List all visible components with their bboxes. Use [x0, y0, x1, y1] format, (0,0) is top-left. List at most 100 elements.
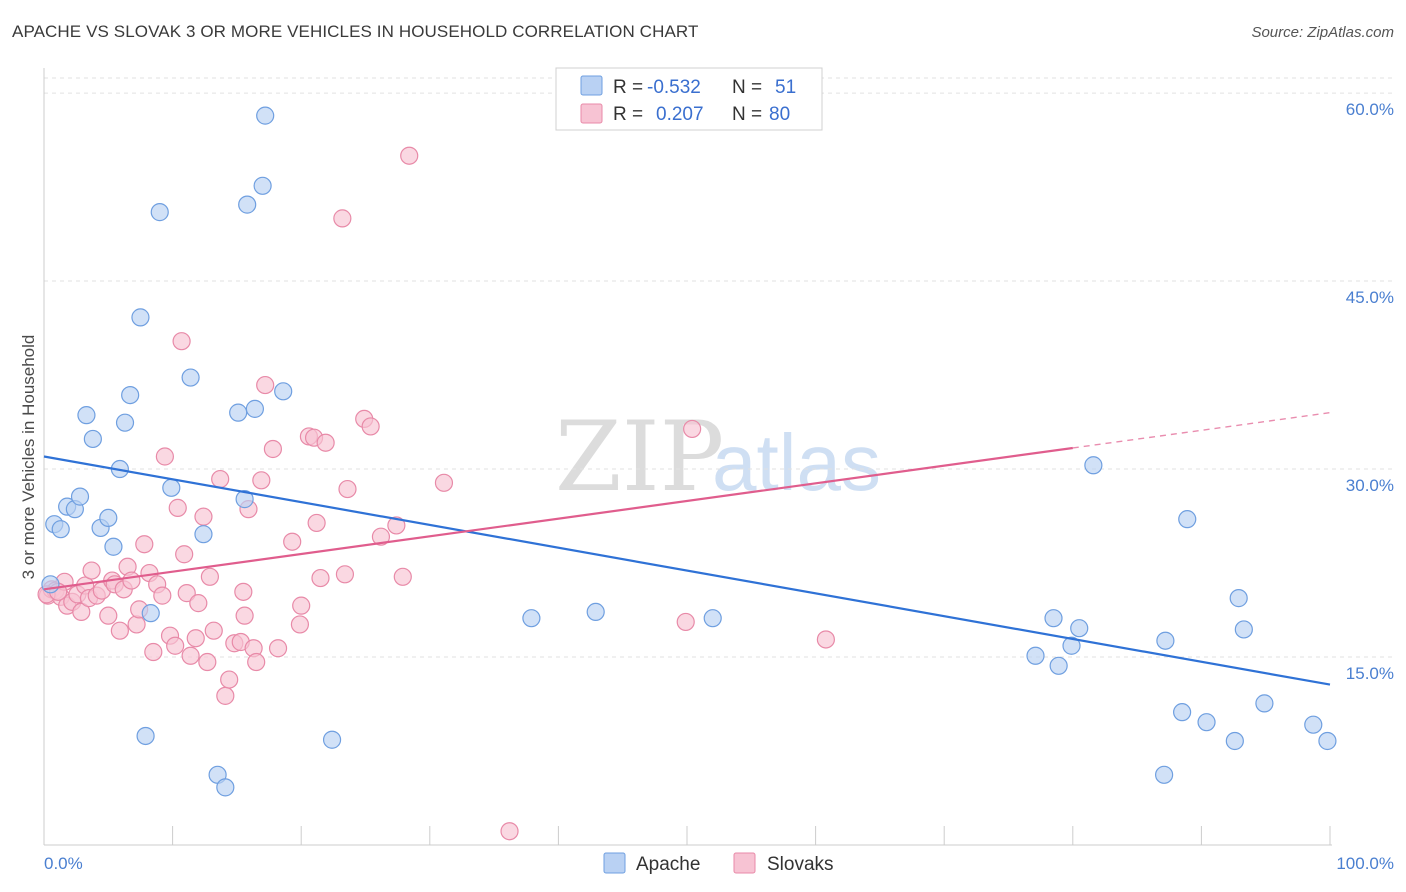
slovaks-point-77: [172, 332, 191, 351]
apache-point-20: [194, 525, 213, 544]
apache-point-39: [1084, 456, 1103, 475]
apache-point-30: [322, 730, 342, 749]
apache-point-14: [131, 308, 150, 327]
apache-point-42: [1173, 703, 1192, 722]
bottom-legend-swatch-apache: [603, 852, 626, 874]
y-tick-label-60: 60.0%: [1346, 100, 1394, 119]
apache-point-37: [1062, 636, 1081, 655]
apache-point-9: [99, 508, 118, 528]
slovaks-point-67: [361, 417, 380, 436]
watermark-atlas: atlas: [712, 418, 881, 507]
slovaks-point-43: [220, 670, 239, 689]
legend-r-value-slovak: 0.207: [656, 104, 704, 125]
slovaks-point-37: [194, 507, 213, 526]
slovaks-point-52: [256, 375, 275, 395]
apache-trend-line: [43, 455, 1331, 686]
apache-point-27: [253, 176, 272, 195]
apache-point-18: [162, 478, 181, 497]
apache-point-33: [703, 609, 722, 628]
legend-swatch-apache: [580, 75, 603, 96]
trend-lines: [43, 411, 1331, 686]
legend-r-label-apache: R =: [613, 77, 643, 98]
slovaks-point-35: [186, 629, 205, 648]
apache-point-2: [51, 520, 70, 539]
slovaks-point-42: [216, 686, 235, 705]
slovaks-point-50: [247, 652, 266, 672]
slovaks-point-46: [234, 582, 253, 601]
watermark-zip: ZIP: [555, 401, 724, 513]
slovaks-point-64: [335, 565, 355, 584]
apache-point-40: [1156, 631, 1175, 650]
slovaks-point-62: [316, 433, 335, 452]
slovaks-point-70: [393, 567, 412, 586]
bottom-legend-apache: Apache: [636, 854, 700, 875]
slovaks-point-65: [338, 479, 357, 499]
slovaks-point-31: [168, 498, 187, 517]
apache-point-25: [238, 195, 257, 214]
apache-points: [41, 106, 1337, 797]
slovaks-point-47: [235, 606, 254, 625]
apache-point-50: [1318, 731, 1337, 751]
legend-n-label-apache: N =: [732, 77, 762, 98]
slovaks-point-8: [72, 602, 91, 622]
slovaks-point-69: [387, 516, 406, 535]
apache-point-19: [181, 368, 200, 387]
apache-point-41: [1155, 765, 1174, 784]
apache-point-49: [1304, 715, 1323, 734]
legend-n-value-apache: 51: [775, 77, 796, 98]
apache-point-5: [70, 487, 90, 506]
slovaks-point-68: [371, 527, 391, 546]
slovaks-point-71: [400, 146, 419, 165]
apache-point-32: [586, 602, 605, 622]
apache-point-23: [229, 403, 248, 422]
y-tick-labels: 15.0% 30.0% 45.0% 60.0%: [1346, 100, 1394, 683]
slovaks-point-20: [122, 571, 141, 590]
slovaks-point-41: [211, 469, 230, 489]
apache-point-24: [235, 490, 254, 509]
apache-point-46: [1229, 589, 1248, 608]
legend-swatch-slovak: [580, 103, 603, 124]
apache-point-26: [245, 399, 265, 418]
slovak-points: [37, 146, 835, 841]
slovaks-point-40: [204, 621, 223, 640]
legend-r-label-slovak: R =: [613, 104, 643, 125]
bottom-legend: Apache Slovaks: [603, 852, 834, 875]
slovaks-point-21: [127, 615, 146, 634]
slovaks-point-63: [333, 209, 352, 228]
slovaks-point-51: [252, 471, 271, 490]
gridlines: [44, 77, 1394, 658]
slovaks-point-27: [153, 586, 172, 605]
slovaks-point-23: [135, 535, 154, 554]
slovaks-trend-line: [43, 446, 1073, 591]
slovaks-point-32: [175, 545, 194, 564]
apache-point-7: [83, 429, 102, 449]
apache-point-13: [121, 385, 140, 405]
y-tick-label-45: 45.0%: [1346, 288, 1394, 307]
slovaks-point-72: [434, 473, 454, 492]
chart-title: APACHE VS SLOVAK 3 OR MORE VEHICLES IN H…: [12, 22, 699, 41]
y-tick-label-15: 15.0%: [1346, 664, 1394, 683]
x-tick-label-min: 0.0%: [44, 854, 83, 873]
slovaks-point-33: [177, 584, 196, 603]
slovaks-point-34: [181, 646, 200, 665]
legend-n-label-slovak: N =: [732, 104, 762, 125]
slovaks-point-39: [200, 567, 219, 586]
apache-point-34: [1026, 646, 1045, 665]
slovaks-point-25: [144, 642, 163, 662]
slovaks-point-74: [676, 612, 695, 632]
slovaks-point-60: [307, 513, 326, 533]
legend-r-value-apache: -0.532: [647, 77, 701, 98]
legend: R = -0.532 N = 51 R = 0.207 N = 80: [555, 67, 823, 131]
slovaks-trend-line-extrapolated: [1072, 411, 1331, 449]
apache-point-29: [274, 382, 293, 401]
slovaks-point-30: [166, 636, 185, 655]
x-tick-label-max: 100.0%: [1336, 854, 1394, 873]
apache-point-36: [1049, 656, 1068, 675]
apache-point-17: [150, 203, 169, 222]
apache-point-6: [77, 406, 96, 425]
slovaks-point-38: [198, 652, 217, 672]
legend-n-value-slovak: 80: [769, 104, 790, 125]
slovaks-point-11: [82, 561, 101, 580]
apache-point-12: [115, 413, 135, 432]
